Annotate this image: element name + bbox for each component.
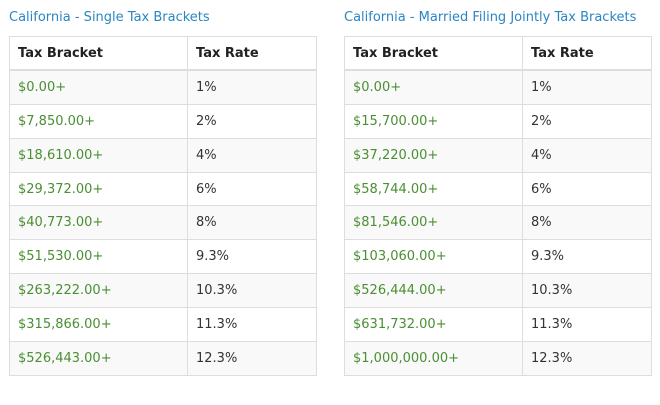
rate-cell: 1% <box>187 69 317 105</box>
rate-cell: 6% <box>522 171 652 207</box>
table-row: $103,060.00+ 9.3% <box>344 239 652 275</box>
rate-cell: 10.3% <box>187 273 317 309</box>
rate-cell: 6% <box>187 171 317 207</box>
rate-cell: 8% <box>187 205 317 241</box>
table-row: $15,700.00+ 2% <box>344 103 652 139</box>
married-brackets-table: Tax Bracket Tax Rate $0.00+ 1% $15,700.0… <box>344 36 652 376</box>
rate-cell: 1% <box>522 69 652 105</box>
table-row: $18,610.00+ 4% <box>9 137 317 173</box>
table-row: $526,443.00+ 12.3% <box>9 341 317 376</box>
single-brackets-table: Tax Bracket Tax Rate $0.00+ 1% $7,850.00… <box>9 36 317 376</box>
married-brackets-title: California - Married Filing Jointly Tax … <box>344 10 637 25</box>
tax-rate-header: Tax Rate <box>187 36 317 72</box>
single-brackets-panel: California - Single Tax Brackets Tax Bra… <box>9 0 317 376</box>
bracket-cell: $315,866.00+ <box>9 307 188 343</box>
table-row: $29,372.00+ 6% <box>9 171 317 207</box>
table-row: $526,444.00+ 10.3% <box>344 273 652 309</box>
bracket-cell: $631,732.00+ <box>344 307 523 343</box>
rate-cell: 4% <box>522 137 652 173</box>
single-brackets-title: California - Single Tax Brackets <box>9 10 210 25</box>
married-brackets-panel: California - Married Filing Jointly Tax … <box>344 0 652 376</box>
bracket-cell: $7,850.00+ <box>9 103 188 139</box>
bracket-cell: $81,546.00+ <box>344 205 523 241</box>
bracket-cell: $0.00+ <box>344 69 523 105</box>
bracket-cell: $29,372.00+ <box>9 171 188 207</box>
bracket-cell: $37,220.00+ <box>344 137 523 173</box>
table-row: $51,530.00+ 9.3% <box>9 239 317 275</box>
table-header-row: Tax Bracket Tax Rate <box>344 36 652 72</box>
bracket-cell: $0.00+ <box>9 69 188 105</box>
rate-cell: 10.3% <box>522 273 652 309</box>
bracket-cell: $263,222.00+ <box>9 273 188 309</box>
rate-cell: 8% <box>522 205 652 241</box>
table-row: $81,546.00+ 8% <box>344 205 652 241</box>
rate-cell: 2% <box>522 103 652 139</box>
rate-cell: 4% <box>187 137 317 173</box>
bracket-cell: $15,700.00+ <box>344 103 523 139</box>
table-row: $40,773.00+ 8% <box>9 205 317 241</box>
tax-bracket-header: Tax Bracket <box>9 36 188 72</box>
bracket-cell: $51,530.00+ <box>9 239 188 275</box>
table-row: $0.00+ 1% <box>9 69 317 105</box>
rate-cell: 11.3% <box>522 307 652 343</box>
bracket-cell: $58,744.00+ <box>344 171 523 207</box>
table-row: $58,744.00+ 6% <box>344 171 652 207</box>
rate-cell: 12.3% <box>522 341 652 376</box>
table-row: $1,000,000.00+ 12.3% <box>344 341 652 376</box>
table-row: $631,732.00+ 11.3% <box>344 307 652 343</box>
bracket-cell: $40,773.00+ <box>9 205 188 241</box>
table-header-row: Tax Bracket Tax Rate <box>9 36 317 72</box>
rate-cell: 12.3% <box>187 341 317 376</box>
tax-bracket-header: Tax Bracket <box>344 36 523 72</box>
table-row: $315,866.00+ 11.3% <box>9 307 317 343</box>
tax-rate-header: Tax Rate <box>522 36 652 72</box>
bracket-cell: $103,060.00+ <box>344 239 523 275</box>
table-row: $37,220.00+ 4% <box>344 137 652 173</box>
table-row: $7,850.00+ 2% <box>9 103 317 139</box>
rate-cell: 2% <box>187 103 317 139</box>
rate-cell: 9.3% <box>522 239 652 275</box>
table-row: $263,222.00+ 10.3% <box>9 273 317 309</box>
bracket-cell: $526,443.00+ <box>9 341 188 376</box>
rate-cell: 9.3% <box>187 239 317 275</box>
table-row: $0.00+ 1% <box>344 69 652 105</box>
rate-cell: 11.3% <box>187 307 317 343</box>
bracket-cell: $1,000,000.00+ <box>344 341 523 376</box>
bracket-cell: $526,444.00+ <box>344 273 523 309</box>
bracket-cell: $18,610.00+ <box>9 137 188 173</box>
